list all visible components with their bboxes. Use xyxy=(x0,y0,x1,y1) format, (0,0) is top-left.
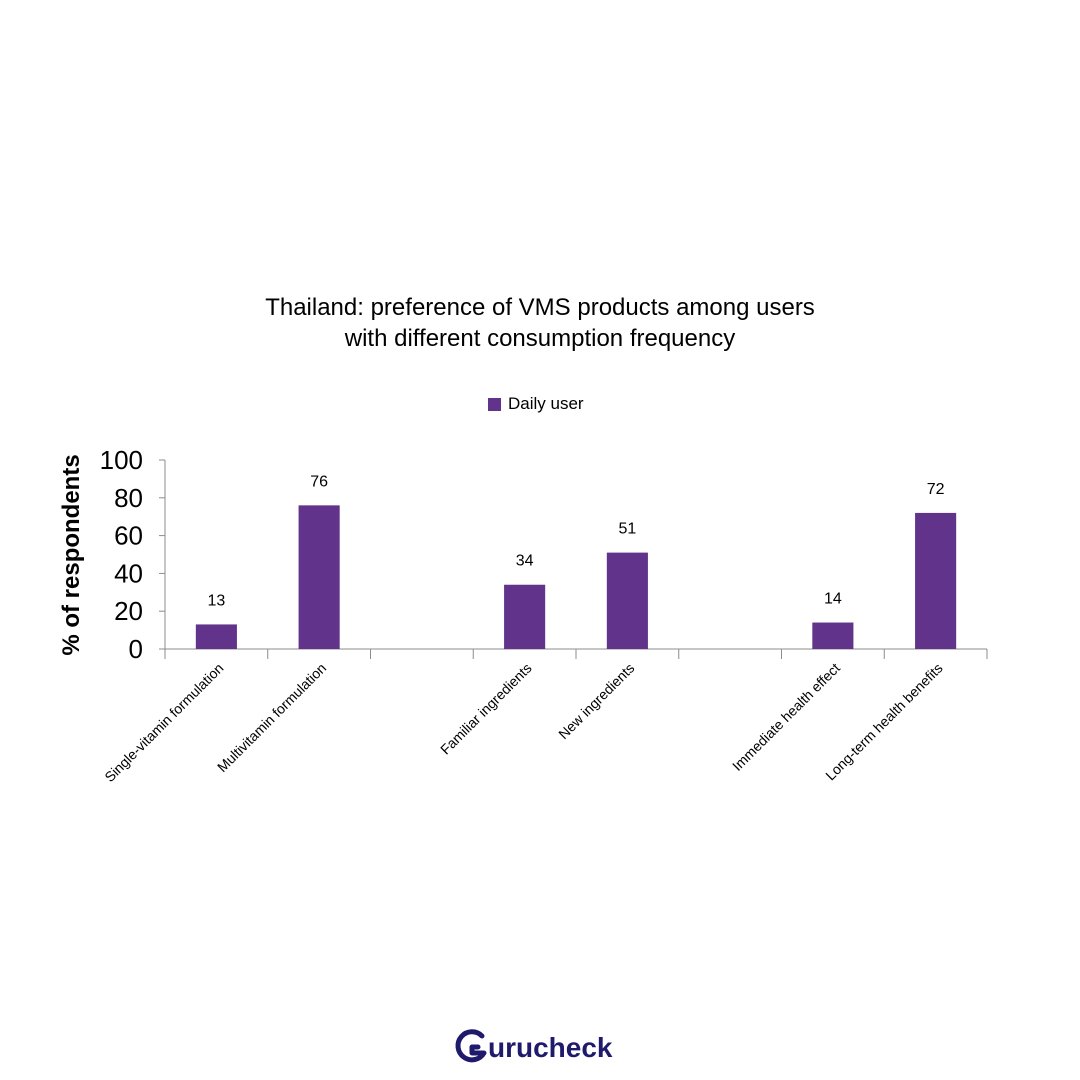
bar-value-label: 14 xyxy=(824,591,842,608)
gurucheck-logo: urucheck xyxy=(455,1029,613,1063)
brand-name: urucheck xyxy=(488,1032,613,1063)
chart-title: Thailand: preference of VMS products amo… xyxy=(0,292,1080,354)
y-axis-title: % of respondents xyxy=(58,454,85,655)
x-category-label: Single-vitamin formulation xyxy=(101,660,226,785)
y-tick-label: 80 xyxy=(114,483,143,513)
y-tick-label: 0 xyxy=(129,634,143,664)
chart-title-line-2: with different consumption frequency xyxy=(344,325,736,352)
legend-label-daily-user: Daily user xyxy=(508,394,584,413)
bar-value-label: 51 xyxy=(618,521,636,538)
x-category-label: Multivitamin formulation xyxy=(214,660,329,775)
brand-logo: urucheck xyxy=(0,1026,1080,1071)
x-category-label: Long-term health benefits xyxy=(822,660,946,784)
bar xyxy=(606,552,648,649)
x-category-label: Familiar ingredients xyxy=(437,660,535,758)
bar xyxy=(195,624,237,649)
bar xyxy=(298,505,340,649)
y-tick-label: 40 xyxy=(114,558,143,588)
bar xyxy=(504,584,546,649)
bar-value-label: 76 xyxy=(310,473,328,490)
bar-value-label: 34 xyxy=(516,553,534,570)
bar xyxy=(915,512,957,649)
chart-title-line-1: Thailand: preference of VMS products amo… xyxy=(265,294,815,321)
y-tick-label: 20 xyxy=(114,596,143,626)
chart-legend: Daily user xyxy=(488,394,584,414)
bar-value-label: 72 xyxy=(927,481,945,498)
x-category-label: New ingredients xyxy=(555,660,637,742)
legend-swatch-daily-user xyxy=(488,397,501,411)
bar xyxy=(812,622,854,649)
y-tick-label: 100 xyxy=(100,445,143,475)
x-category-label: Immediate health effect xyxy=(729,660,843,774)
bar-value-label: 13 xyxy=(207,592,225,609)
y-tick-label: 60 xyxy=(114,521,143,551)
